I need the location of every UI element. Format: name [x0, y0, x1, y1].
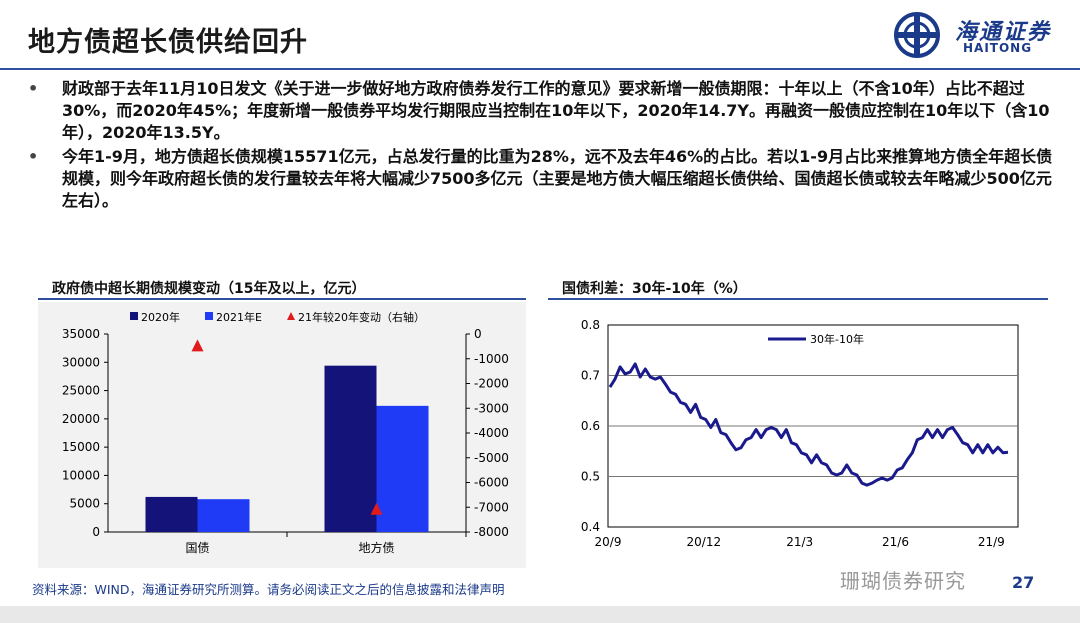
bullet-text: 财政部于去年11月10日发文《关于进一步做好地方政府债券发行工作的意见》要求新增…: [62, 79, 1050, 142]
bullet-item: • 今年1-9月，地方债超长债规模15571亿元，占总发行量的比重为28%，远不…: [28, 146, 1058, 212]
bullet-marker: •: [28, 147, 39, 166]
left-y-tick-label: 20000: [62, 412, 100, 426]
haitong-logo: 海通证券 HAITONG: [893, 10, 1063, 60]
page-title: 地方债超长债供给回升: [28, 27, 308, 58]
left-chart-background: [38, 302, 526, 568]
bar-chart: 0 5000 10000 15000 20000 25000 30000 35000 0 -100…: [62, 310, 509, 555]
x-tick-label: 20/9: [595, 535, 622, 549]
x-tick-label: 21/6: [882, 535, 909, 549]
right-y-tick-label: -4000: [474, 426, 509, 440]
right-chart-divider: [548, 298, 1048, 300]
right-y-tick-label: -5000: [474, 451, 509, 465]
page-number: 27: [1012, 573, 1035, 592]
legend-swatch: [130, 312, 138, 320]
bar: [145, 496, 198, 532]
logo-text-cn: 海通证券: [955, 20, 1052, 45]
legend-swatch: [205, 312, 213, 320]
y-tick-label: 0.7: [581, 369, 600, 383]
haitong-emblem-icon: [894, 12, 940, 58]
source-note: 资料来源：WIND，海通证券研究所测算。请务必阅读正文之后的信息披露和法律声明: [32, 582, 505, 597]
legend-swatch: [287, 312, 295, 320]
left-y-tick-label: 35000: [62, 327, 100, 341]
right-chart-title: 国债利差：30年-10年（%）: [562, 281, 747, 297]
legend-label: 21年较20年变动（右轴）: [298, 310, 425, 324]
left-chart-divider: [38, 298, 526, 300]
y-tick-label: 0.8: [581, 318, 600, 332]
footer-bar: [0, 606, 1080, 623]
right-y-tick-label: -1000: [474, 352, 509, 366]
right-y-tick-label: -8000: [474, 525, 509, 539]
y-tick-label: 0.5: [581, 470, 600, 484]
y-tick-label: 0.4: [581, 520, 600, 534]
triangle-marker: [191, 339, 204, 352]
bullet-item: • 财政部于去年11月10日发文《关于进一步做好地方政府债券发行工作的意见》要求…: [28, 78, 1058, 144]
right-y-tick-label: -2000: [474, 377, 509, 391]
y-tick-label: 0.6: [581, 419, 600, 433]
x-tick-label: 21/3: [786, 535, 813, 549]
right-y-tick-label: -7000: [474, 500, 509, 514]
left-y-tick-label: 10000: [62, 468, 100, 482]
left-y-tick-label: 0: [92, 525, 100, 539]
bullet-text: 今年1-9月，地方债超长债规模15571亿元，占总发行量的比重为28%，远不及去…: [62, 147, 1053, 210]
triangle-marker: [370, 502, 383, 515]
right-y-tick-label: -6000: [474, 476, 509, 490]
bullet-marker: •: [28, 79, 39, 98]
line-chart: 0.4 0.5 0.6 0.7 0.8 20/9 20/12 21/3 21/6 21/9 30年-…: [581, 318, 1019, 549]
bar: [197, 499, 250, 532]
x-tick-label: 国债: [185, 541, 209, 555]
x-tick-label: 地方债: [358, 540, 394, 555]
x-tick-label: 20/12: [687, 535, 722, 549]
title-divider: [0, 68, 1080, 70]
bullet-list: • 财政部于去年11月10日发文《关于进一步做好地方政府债券发行工作的意见》要求…: [28, 78, 1058, 214]
watermark-text: 珊瑚债券研究: [840, 569, 966, 593]
bar: [324, 365, 377, 532]
logo-text-en: HAITONG: [963, 41, 1033, 55]
left-y-tick-label: 5000: [69, 497, 100, 511]
left-y-tick-label: 15000: [62, 440, 100, 454]
right-y-tick-label: 0: [474, 327, 482, 341]
right-y-tick-label: -3000: [474, 401, 509, 415]
x-tick-label: 21/9: [978, 535, 1005, 549]
left-chart-title: 政府债中超长期债规模变动（15年及以上，亿元）: [52, 281, 366, 297]
legend-label: 2020年: [141, 310, 180, 324]
legend-label: 30年-10年: [810, 332, 864, 346]
left-y-tick-label: 25000: [62, 384, 100, 398]
left-y-tick-label: 30000: [62, 355, 100, 369]
series-line: [608, 362, 1009, 487]
legend-label: 2021年E: [216, 310, 262, 324]
bar: [376, 405, 429, 532]
